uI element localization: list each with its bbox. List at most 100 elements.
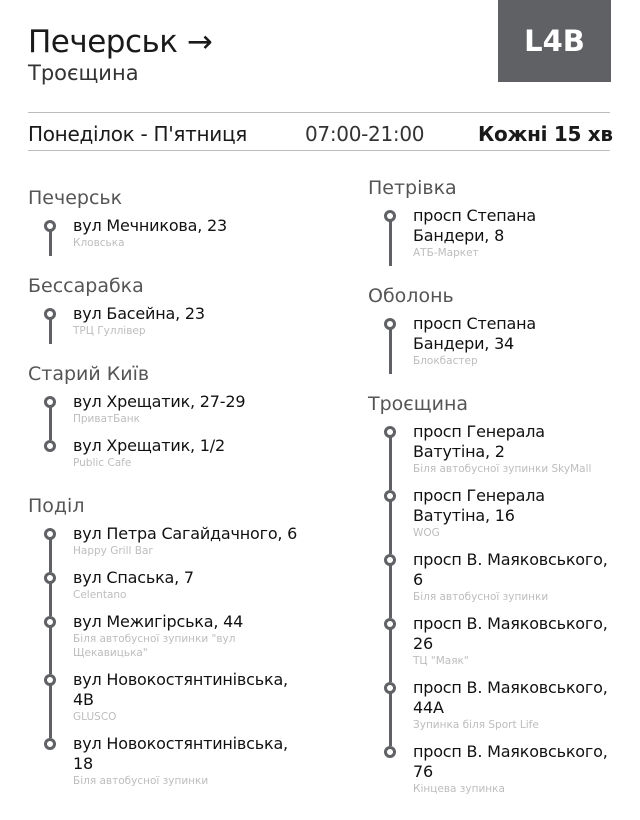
stop-item: просп В. Маяковського, 76 Кінцева зупинк… — [368, 742, 628, 806]
stop-landmark: Happy Grill Bar — [73, 545, 153, 557]
stop-item: просп В. Маяковського, 26 ТЦ "Маяк" — [368, 614, 628, 682]
stop-address: вул Новокостянтинівська, 18 — [73, 734, 288, 773]
stop-address: просп В. Маяковського, 76 — [413, 742, 608, 781]
stop-marker-icon — [384, 426, 396, 438]
stop-marker-icon — [44, 396, 56, 408]
stop-address: вул Басейна, 23 — [73, 304, 205, 323]
district-section: Бессарабка вул Басейна, 23 ТРЦ Гуллівер — [28, 274, 308, 348]
stop-marker-icon — [384, 618, 396, 630]
stop-marker-icon — [44, 572, 56, 584]
route-line — [48, 626, 52, 674]
district-name: Троєщина — [368, 393, 469, 415]
district-name: Старий Київ — [28, 363, 150, 385]
stops-column-right: Петрівка просп Степана Бандери, 8 АТБ-Ма… — [368, 176, 628, 820]
stop-marker-icon — [384, 554, 396, 566]
schedule-interval: Кожні 15 хв — [478, 122, 613, 146]
stop-landmark: Кловська — [73, 237, 125, 249]
stop-marker-icon — [44, 440, 56, 452]
stop-landmark: Public Cafe — [73, 457, 132, 469]
stop-item: вул Басейна, 23 ТРЦ Гуллівер — [28, 304, 308, 348]
stop-marker-icon — [384, 210, 396, 222]
route-line — [48, 538, 52, 572]
divider — [28, 112, 610, 113]
stop-marker-icon — [384, 318, 396, 330]
destination-title: Троєщина — [28, 61, 139, 85]
stop-item: вул Межигірська, 44 Біля автобусної зупи… — [28, 612, 308, 674]
route-line — [48, 684, 52, 738]
route-badge: L4B — [498, 0, 611, 82]
district-section: Старий Київ вул Хрещатик, 27-29 ПриватБа… — [28, 362, 308, 480]
stop-marker-icon — [384, 746, 396, 758]
stop-address: вул Хрещатик, 27-29 — [73, 392, 246, 411]
district-name: Поділ — [28, 495, 85, 517]
stop-marker-icon — [44, 308, 56, 320]
stop-address: вул Новокостянтинівська, 4В — [73, 670, 288, 709]
stop-marker-icon — [384, 682, 396, 694]
stop-address: вул Межигірська, 44 — [73, 612, 244, 631]
stop-address: просп Степана Бандери, 8 — [413, 206, 537, 245]
stop-item: вул Хрещатик, 27-29 ПриватБанк — [28, 392, 308, 440]
stop-marker-icon — [44, 674, 56, 686]
stop-landmark: ТРЦ Гуллівер — [73, 325, 146, 337]
stop-address: просп В. Маяковського, 26 — [413, 614, 608, 653]
stop-address: просп Генерала Ватутіна, 2 — [413, 422, 545, 461]
route-line — [388, 692, 392, 746]
stop-marker-icon — [44, 528, 56, 540]
divider — [28, 150, 610, 151]
stop-marker-icon — [44, 738, 56, 750]
stop-address: вул Хрещатик, 1/2 — [73, 436, 225, 455]
route-line — [48, 406, 52, 440]
stop-marker-icon — [44, 220, 56, 232]
stop-landmark: Біля автобусної зупинки "вул Щекавицька" — [73, 633, 236, 659]
stop-address: просп Степана Бандери, 34 — [413, 314, 537, 353]
route-line — [388, 436, 392, 490]
origin-title: Печерськ → — [28, 24, 213, 60]
stop-landmark: Зупинка біля Sport Life — [413, 719, 539, 731]
stop-landmark: АТБ-Маркет — [413, 247, 479, 259]
stop-landmark: Біля автобусної зупинки — [413, 591, 549, 603]
stop-address: вул Мечникова, 23 — [73, 216, 227, 235]
district-section: Поділ вул Петра Сагайдачного, 6 Happy Gr… — [28, 494, 308, 798]
stop-item: просп В. Маяковського, 44А Зупинка біля … — [368, 678, 628, 746]
stop-item: вул Новокостянтинівська, 18 Біля автобус… — [28, 734, 308, 798]
stop-landmark: Біля автобусної зупинки — [73, 775, 209, 787]
stop-marker-icon — [44, 616, 56, 628]
route-line — [388, 328, 392, 374]
district-section: Оболонь просп Степана Бандери, 34 Блокба… — [368, 284, 628, 378]
stop-landmark: Кінцева зупинка — [413, 783, 505, 795]
district-name: Печерськ — [28, 187, 123, 209]
route-line — [48, 230, 52, 256]
stop-address: просп Генерала Ватутіна, 16 — [413, 486, 545, 525]
route-line — [388, 564, 392, 618]
stop-landmark: Блокбастер — [413, 355, 478, 367]
district-section: Троєщина просп Генерала Ватутіна, 2 Біля… — [368, 392, 628, 806]
stop-address: просп В. Маяковського, 44А — [413, 678, 608, 717]
stop-landmark: Celentano — [73, 589, 127, 601]
stop-item: просп В. Маяковського, 6 Біля автобусної… — [368, 550, 628, 618]
stop-item: вул Новокостянтинівська, 4В GLUSCO — [28, 670, 308, 738]
stop-landmark: GLUSCO — [73, 711, 117, 723]
route-line — [48, 582, 52, 616]
stop-marker-icon — [384, 490, 396, 502]
district-name: Петрівка — [368, 177, 457, 199]
stop-landmark: WOG — [413, 527, 440, 539]
schedule-hours: 07:00-21:00 — [305, 122, 425, 146]
schedule-days: Понеділок - П'ятниця — [28, 122, 248, 146]
route-line — [388, 500, 392, 554]
stop-landmark: Біля автобусної зупинки SkyMall — [413, 463, 592, 475]
route-line — [388, 628, 392, 682]
stop-item: вул Хрещатик, 1/2 Public Cafe — [28, 436, 308, 480]
stops-column-left: Печерськ вул Мечникова, 23 Кловська Бесс… — [28, 186, 308, 812]
stop-landmark: ТЦ "Маяк" — [413, 655, 469, 667]
district-section: Печерськ вул Мечникова, 23 Кловська — [28, 186, 308, 260]
district-section: Петрівка просп Степана Бандери, 8 АТБ-Ма… — [368, 176, 628, 270]
stop-item: вул Мечникова, 23 Кловська — [28, 216, 308, 260]
stop-address: вул Петра Сагайдачного, 6 — [73, 524, 298, 543]
stop-item: просп Генерала Ватутіна, 16 WOG — [368, 486, 628, 554]
route-line — [48, 318, 52, 344]
stop-item: просп Генерала Ватутіна, 2 Біля автобусн… — [368, 422, 628, 490]
stop-item: вул Спаська, 7 Celentano — [28, 568, 308, 616]
route-line — [388, 220, 392, 266]
district-name: Оболонь — [368, 285, 454, 307]
district-name: Бессарабка — [28, 275, 144, 297]
